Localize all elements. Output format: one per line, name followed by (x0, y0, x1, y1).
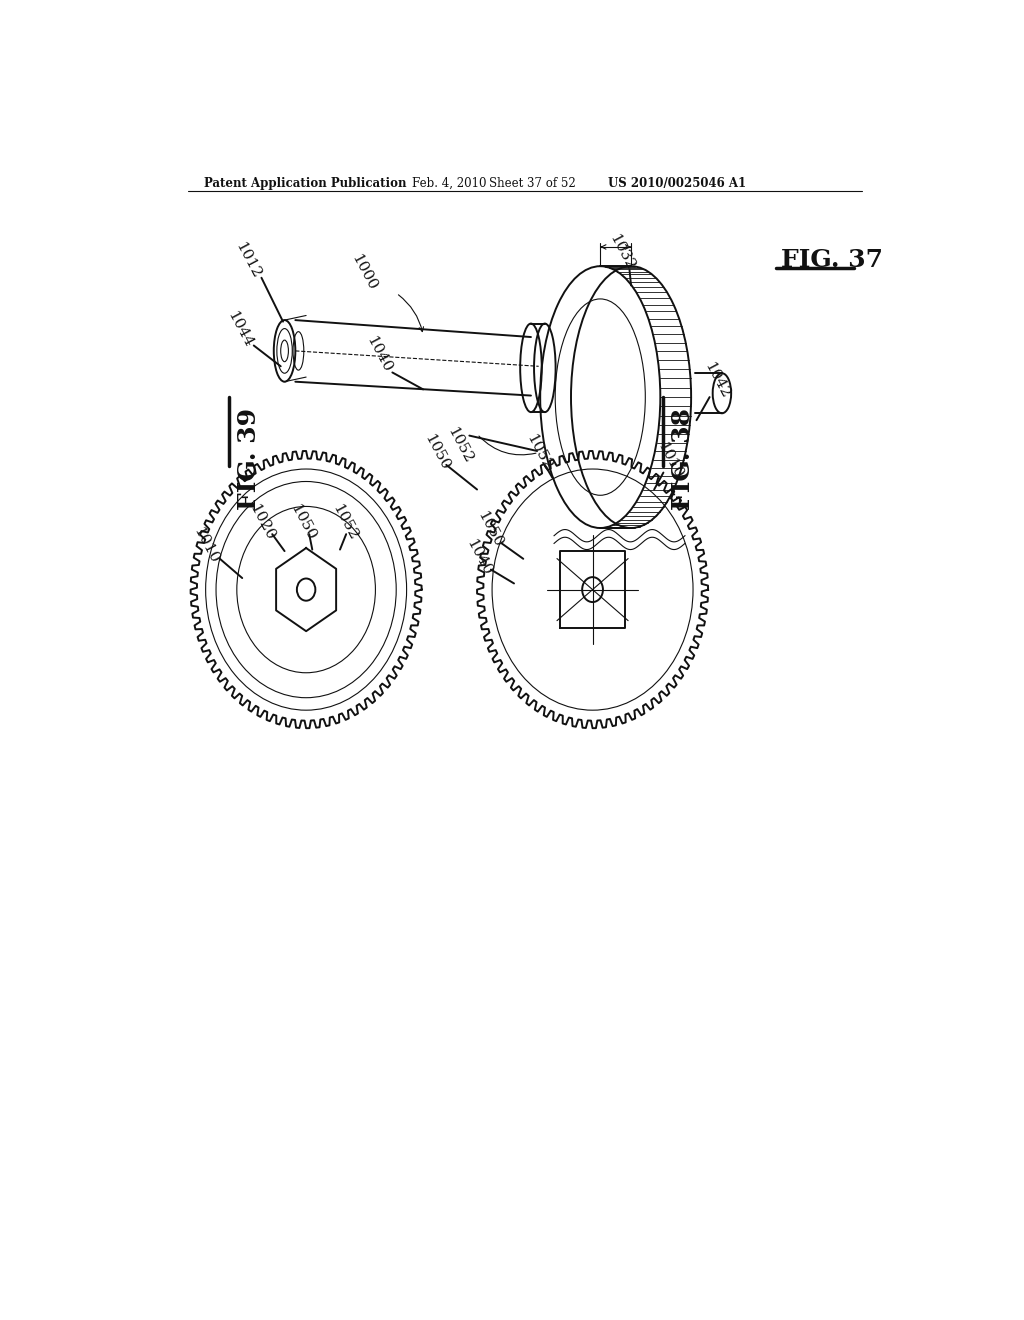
Text: Patent Application Publication: Patent Application Publication (204, 177, 407, 190)
Text: 1052: 1052 (523, 432, 554, 473)
Text: Feb. 4, 2010: Feb. 4, 2010 (412, 177, 486, 190)
Text: 1032: 1032 (606, 232, 637, 273)
Text: Sheet 37 of 52: Sheet 37 of 52 (488, 177, 575, 190)
Text: 1020: 1020 (246, 502, 276, 543)
Text: FIG. 38: FIG. 38 (671, 408, 695, 510)
Text: 1052: 1052 (330, 502, 359, 543)
Text: FIG. 37: FIG. 37 (781, 248, 884, 272)
Text: 1010: 1010 (190, 524, 221, 565)
Text: 1050: 1050 (475, 510, 506, 550)
Text: 1042: 1042 (702, 359, 732, 401)
Text: 1040: 1040 (364, 334, 394, 375)
Text: 1052: 1052 (444, 425, 475, 465)
Text: 1000: 1000 (348, 252, 379, 293)
Text: 1050: 1050 (288, 502, 318, 543)
Text: 1044: 1044 (224, 309, 255, 350)
Text: FIG. 39: FIG. 39 (237, 408, 261, 510)
Text: US 2010/0025046 A1: US 2010/0025046 A1 (608, 177, 746, 190)
Text: 1012: 1012 (232, 239, 263, 281)
Text: 1010: 1010 (654, 440, 685, 480)
Text: 1050: 1050 (422, 432, 453, 473)
Text: 1040: 1040 (463, 537, 494, 578)
